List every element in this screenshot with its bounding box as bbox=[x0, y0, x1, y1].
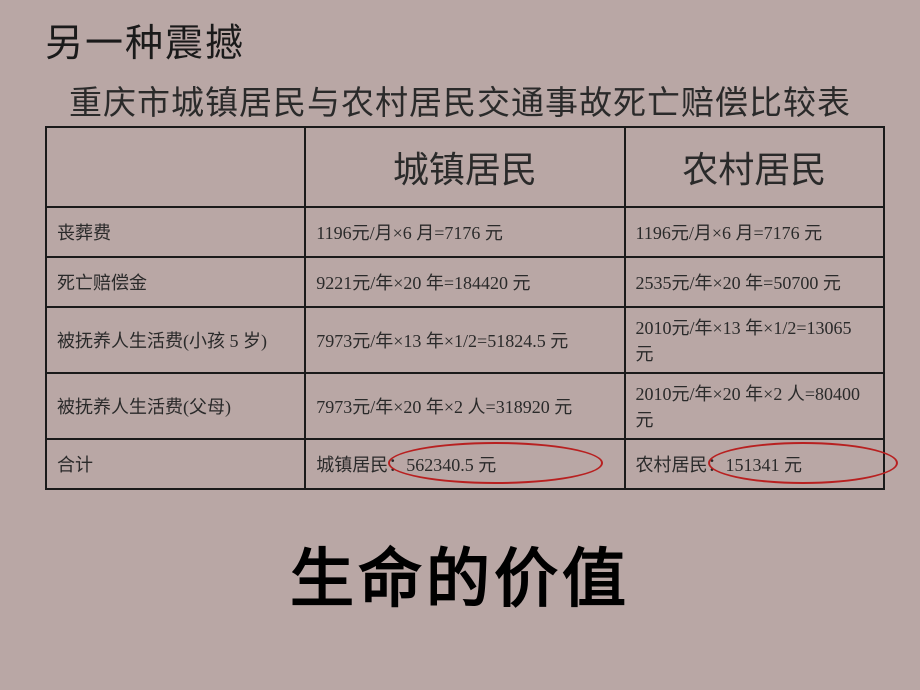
row-rural: 2010元/年×13 年×1/2=13065 元 bbox=[625, 307, 884, 373]
row-label: 死亡赔偿金 bbox=[46, 257, 305, 307]
total-urban-text: 城镇居民：562340.5 元 bbox=[316, 455, 496, 475]
row-urban: 1196元/月×6 月=7176 元 bbox=[305, 207, 624, 257]
table-row-total: 合计 城镇居民：562340.5 元 农村居民：151341 元 bbox=[46, 439, 884, 489]
table-row: 被抚养人生活费(小孩 5 岁) 7973元/年×13 年×1/2=51824.5… bbox=[46, 307, 884, 373]
comparison-table: 城镇居民 农村居民 丧葬费 1196元/月×6 月=7176 元 1196元/月… bbox=[45, 126, 885, 490]
row-label: 被抚养人生活费(小孩 5 岁) bbox=[46, 307, 305, 373]
header-blank bbox=[46, 127, 305, 207]
table-header-row: 城镇居民 农村居民 bbox=[46, 127, 884, 207]
total-rural-text: 农村居民：151341 元 bbox=[636, 455, 803, 475]
table-row: 丧葬费 1196元/月×6 月=7176 元 1196元/月×6 月=7176 … bbox=[46, 207, 884, 257]
table-row: 被抚养人生活费(父母) 7973元/年×20 年×2 人=318920 元 20… bbox=[46, 373, 884, 439]
row-rural: 2535元/年×20 年=50700 元 bbox=[625, 257, 884, 307]
header-rural: 农村居民 bbox=[625, 127, 884, 207]
header-urban: 城镇居民 bbox=[305, 127, 624, 207]
row-label: 合计 bbox=[46, 439, 305, 489]
row-rural-total: 农村居民：151341 元 bbox=[625, 439, 884, 489]
heading-top: 另一种震撼 bbox=[45, 12, 245, 67]
row-urban-total: 城镇居民：562340.5 元 bbox=[305, 439, 624, 489]
table-title: 重庆市城镇居民与农村居民交通事故死亡赔偿比较表 bbox=[0, 76, 920, 124]
row-label: 丧葬费 bbox=[46, 207, 305, 257]
row-urban: 7973元/年×20 年×2 人=318920 元 bbox=[305, 373, 624, 439]
row-rural: 2010元/年×20 年×2 人=80400 元 bbox=[625, 373, 884, 439]
row-rural: 1196元/月×6 月=7176 元 bbox=[625, 207, 884, 257]
row-urban: 9221元/年×20 年=184420 元 bbox=[305, 257, 624, 307]
table-row: 死亡赔偿金 9221元/年×20 年=184420 元 2535元/年×20 年… bbox=[46, 257, 884, 307]
bottom-title: 生命的价值 bbox=[0, 528, 920, 620]
row-label: 被抚养人生活费(父母) bbox=[46, 373, 305, 439]
row-urban: 7973元/年×13 年×1/2=51824.5 元 bbox=[305, 307, 624, 373]
